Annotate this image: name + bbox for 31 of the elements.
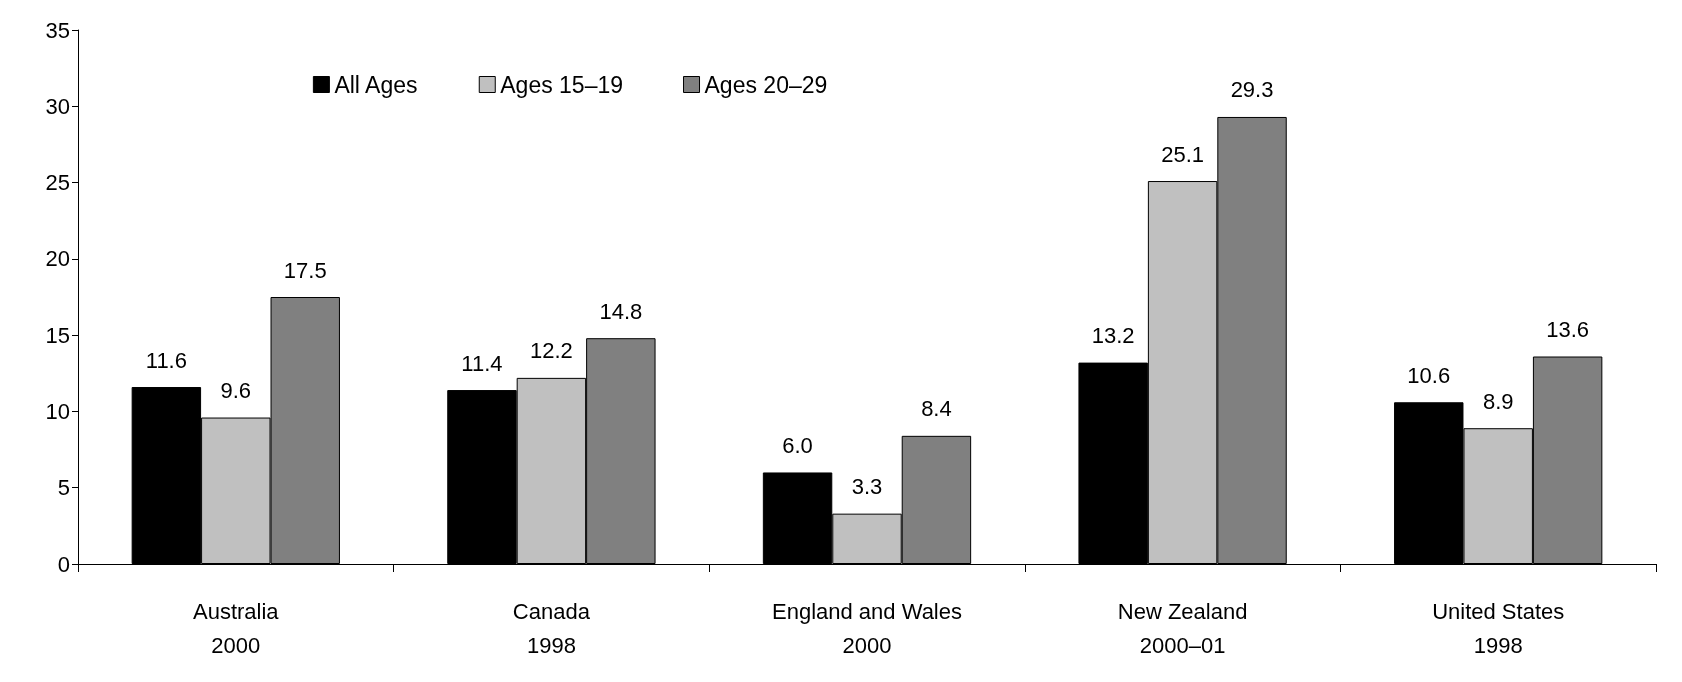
y-tick-label: 5 — [57, 475, 70, 501]
x-tick-label: Canada 1998 — [512, 598, 591, 658]
y-tick-label: 15 — [45, 322, 70, 348]
data-label: 14.8 — [599, 298, 643, 324]
data-label: 17.5 — [283, 257, 327, 283]
data-label: 10.6 — [1407, 362, 1451, 388]
y-tick-label: 0 — [57, 551, 70, 577]
x-tick-label: New Zealand 2000–01 — [1117, 598, 1248, 658]
data-label: 9.6 — [220, 378, 252, 404]
y-tick-label: 25 — [45, 170, 70, 196]
y-tick-label: 20 — [45, 246, 70, 272]
y-tick-label: 35 — [45, 17, 70, 43]
data-label: 13.6 — [1546, 317, 1590, 342]
y-tick-label: 30 — [45, 93, 70, 119]
data-label: 12.2 — [529, 338, 573, 364]
data-label: 8.4 — [921, 396, 952, 422]
data-label: 13.2 — [1091, 323, 1135, 349]
data-label: 6.0 — [782, 432, 813, 458]
legend-label: Ages 15–19 — [500, 71, 624, 98]
y-tick-label: 10 — [45, 398, 70, 424]
data-label: 3.3 — [851, 474, 883, 500]
x-tick-label: Australia 2000 — [193, 598, 280, 658]
data-label: 8.9 — [1482, 388, 1514, 414]
x-tick-label: England and Wales 2000 — [772, 598, 962, 658]
legend-label: Ages 20–29 — [704, 71, 828, 98]
data-label: 29.3 — [1230, 77, 1274, 103]
data-label: 25.1 — [1161, 141, 1205, 167]
legend-label: All Ages — [334, 71, 418, 98]
x-tick-label: United States 1998 — [1432, 598, 1565, 658]
data-label: 11.6 — [145, 347, 187, 373]
data-label: 11.4 — [461, 350, 503, 376]
